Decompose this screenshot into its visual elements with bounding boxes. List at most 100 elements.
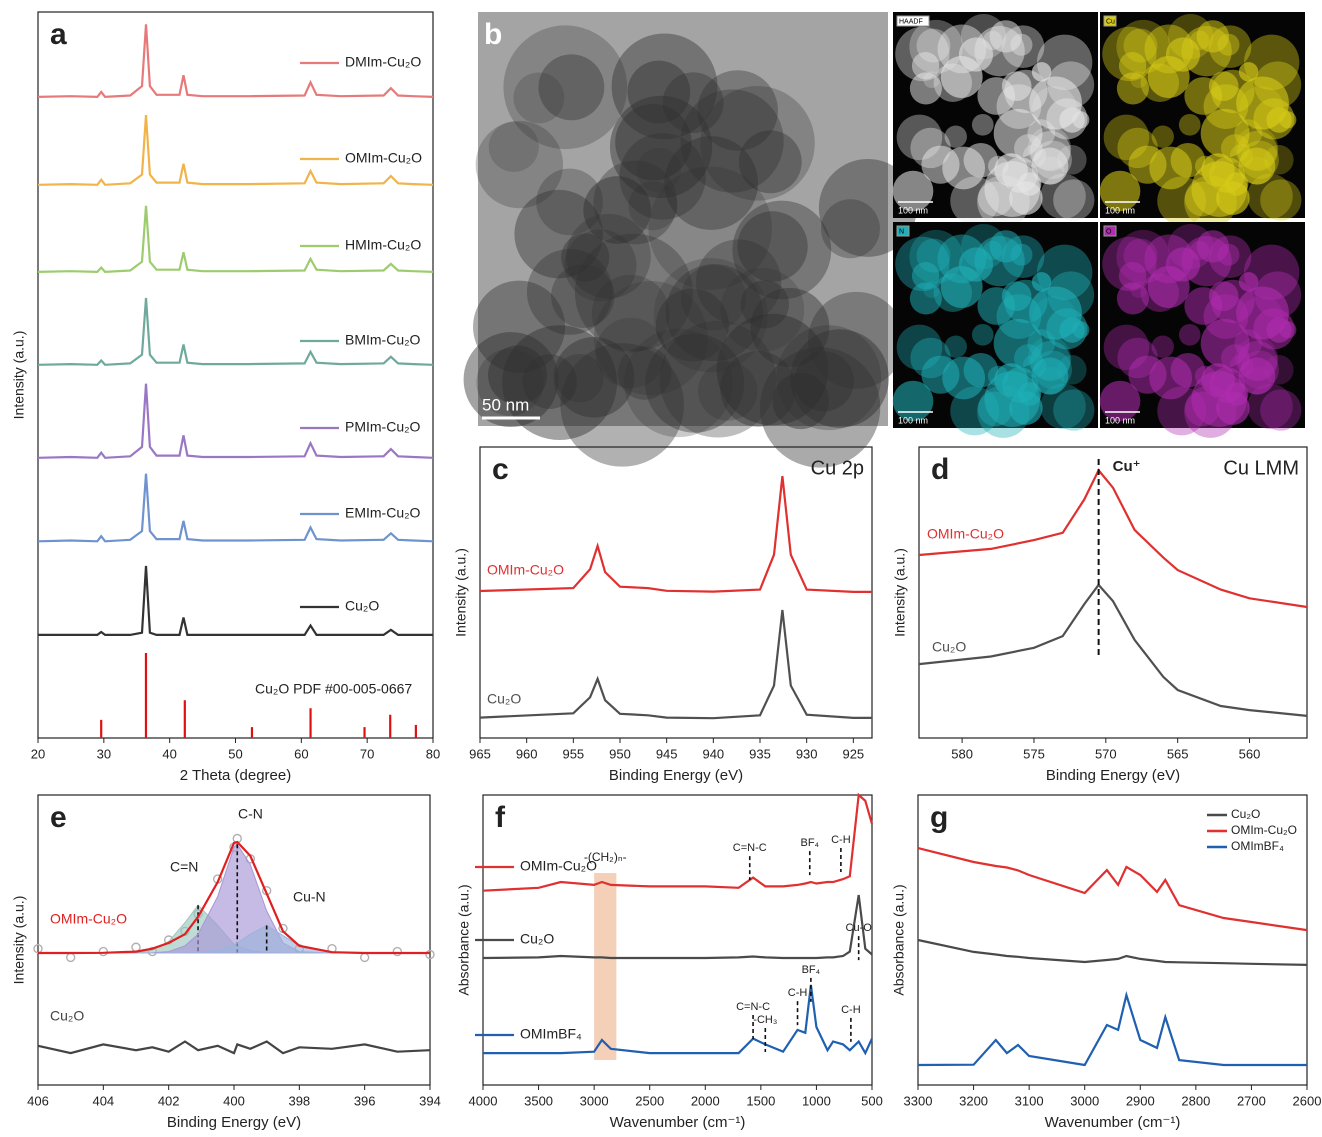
map-signal	[1036, 244, 1093, 301]
x-tick-label: 500	[861, 1093, 883, 1108]
particle	[700, 86, 815, 201]
map-signal	[1130, 281, 1148, 299]
plot-frame	[37, 11, 434, 739]
map-signal	[1053, 389, 1095, 431]
reference-label: Cu₂O PDF #00-005-0667	[255, 681, 412, 697]
series-line	[38, 565, 433, 636]
series-label: C-N	[238, 806, 263, 822]
y-axis-label: Absorbance (a.u.)	[456, 884, 472, 995]
series-line	[479, 609, 872, 720]
x-tick-label: 3100	[1015, 1093, 1044, 1108]
particle	[619, 133, 706, 220]
particle	[617, 346, 672, 400]
particle	[593, 281, 709, 396]
x-tick-label: 50	[228, 746, 242, 761]
particle	[636, 147, 681, 193]
x-tick-label: 580	[951, 746, 973, 761]
map-signal	[1266, 107, 1292, 133]
series-line	[483, 984, 873, 1056]
map-signal	[1147, 266, 1190, 309]
map-signal	[1184, 181, 1220, 217]
map-scale-label: 100 nm	[898, 205, 928, 215]
annotation: C-H	[841, 1004, 861, 1016]
particle	[655, 288, 729, 362]
y-axis-label: Intensity (a.u.)	[892, 548, 908, 637]
series-line	[37, 115, 434, 186]
particle	[627, 60, 691, 124]
data-point	[65, 952, 76, 963]
particle	[664, 136, 759, 230]
map-signal	[892, 170, 934, 212]
map-scale-label: 100 nm	[898, 415, 928, 425]
map-signal	[1099, 170, 1141, 212]
series-label: BMIm-Cu₂O	[345, 332, 421, 348]
x-tick-label: 560	[1239, 746, 1261, 761]
map-signal	[921, 355, 960, 394]
map-signal	[993, 318, 1043, 368]
x-tick-label: 2500	[635, 1093, 664, 1108]
map-signal	[1217, 33, 1240, 56]
highlight-band	[594, 873, 617, 1060]
particle	[628, 181, 678, 231]
map-signal	[916, 238, 951, 273]
x-tick-label: 404	[92, 1093, 114, 1108]
map-signal	[1239, 296, 1284, 341]
series-label: C=N	[170, 859, 198, 875]
map-signal	[1208, 281, 1239, 311]
x-tick-label: 960	[516, 746, 538, 761]
map-signal	[1247, 173, 1293, 220]
series-label: EMIm-Cu₂O	[345, 505, 421, 521]
x-tick-label: 950	[609, 746, 631, 761]
particle	[737, 211, 808, 282]
map-signal	[895, 236, 950, 292]
map-tag	[896, 15, 930, 27]
particle	[574, 233, 693, 352]
particle	[463, 332, 559, 428]
annotation: -CH₃	[753, 1014, 777, 1026]
map-signal	[1047, 61, 1095, 109]
series-label: DMIm-Cu₂O	[345, 54, 421, 70]
scale-bar-label: 50 nm	[482, 395, 529, 414]
map-signal	[977, 391, 1013, 427]
map-signal	[921, 145, 960, 184]
series-line	[482, 792, 874, 892]
chart-title: Cu LMM	[1223, 457, 1299, 479]
map-signal	[977, 181, 1013, 217]
series-line	[918, 468, 1308, 609]
x-tick-label: 575	[1023, 746, 1045, 761]
particle	[818, 158, 917, 257]
data-point	[392, 946, 403, 957]
series-line	[482, 894, 873, 960]
data-point	[359, 952, 370, 963]
x-tick-label: 925	[842, 746, 864, 761]
x-tick-label: 3200	[959, 1093, 988, 1108]
panel-label: d	[931, 453, 949, 486]
map-signal	[1239, 86, 1284, 131]
map-signal	[940, 56, 983, 99]
y-axis-label: Intensity (a.u.)	[11, 896, 27, 985]
map-signal	[1010, 33, 1033, 56]
series-label: Cu₂O	[50, 1008, 84, 1024]
particle	[551, 264, 615, 328]
map-label: Cu	[1106, 18, 1115, 25]
map-signal	[993, 108, 1043, 158]
x-tick-label: 570	[1095, 746, 1117, 761]
map-signal	[1033, 140, 1072, 180]
particle	[560, 343, 684, 467]
annotation: BF₄	[802, 964, 821, 976]
x-tick-label: 955	[562, 746, 584, 761]
map-signal	[1118, 52, 1147, 80]
particle	[488, 345, 548, 405]
map-signal	[1053, 179, 1095, 221]
series-label: OMImBF₄	[520, 1026, 582, 1042]
series-label: Cu₂O	[487, 691, 521, 707]
particle	[697, 70, 778, 151]
x-tick-label: 3300	[904, 1093, 933, 1108]
map-tag	[896, 225, 910, 237]
x-tick-label: 406	[27, 1093, 49, 1108]
x-axis-label: Binding Energy (eV)	[1046, 767, 1180, 784]
particle	[680, 265, 747, 331]
series-line	[37, 24, 434, 99]
particle	[475, 120, 564, 209]
map-signal	[1266, 317, 1292, 343]
